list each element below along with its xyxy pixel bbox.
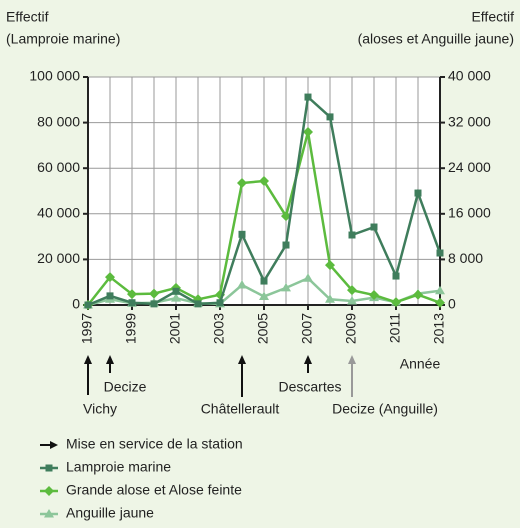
data-point [150,300,158,308]
y2-tick-label: 32 000 [448,113,491,129]
y-tick-label: 80 000 [37,113,80,129]
y2-tick-label: 8 000 [448,250,483,266]
data-point [149,288,159,299]
legend-label: Lamproie marine [66,459,171,475]
y2-tick-label: 16 000 [448,205,491,221]
annotation-label: Decize (Anguille) [332,401,438,417]
data-point [369,290,379,301]
y-tick-label: 40 000 [37,205,80,221]
data-point [259,176,269,187]
data-point [303,273,313,282]
y2-axis-title: Effectif [471,9,514,25]
data-point [347,285,357,296]
annotation-label: Châtellerault [201,401,280,417]
arrow-head [84,355,92,364]
data-point [325,260,335,271]
data-point [237,178,247,189]
x-tick-label: 2003 [211,313,227,344]
data-point [172,287,180,295]
legend-label: Mise en service de la station [66,436,243,452]
data-point [435,297,445,308]
data-point [259,291,269,300]
y-tick-label: 100 000 [29,68,80,84]
x-tick-label: 1997 [79,313,95,344]
data-point [303,127,313,138]
data-point [347,296,357,305]
data-point [237,280,247,289]
arrow-head [348,355,356,364]
data-point [260,277,268,285]
data-point [392,272,400,280]
annotation-label: Decize [104,379,147,395]
data-point [282,241,290,249]
y-tick-label: 60 000 [37,159,80,175]
data-point [326,113,334,121]
legend-marker [45,464,53,472]
data-point [304,93,312,101]
x-tick-label: 2007 [299,313,315,344]
x-tick-label: 2013 [431,313,447,344]
data-point [370,223,378,231]
legend-label: Anguille jaune [66,505,154,521]
x-axis-title: Année [400,356,441,372]
data-point [281,211,291,222]
data-point [105,272,115,283]
y-axis-title: (Lamproie marine) [6,31,120,47]
arrow-head [50,441,58,449]
y-tick-label: 0 [72,296,80,312]
data-point [84,301,92,309]
data-point [413,289,423,300]
arrow-head [238,355,246,364]
arrow-head [304,355,312,364]
y2-tick-label: 24 000 [448,159,491,175]
legend-label: Grande alose et Alose feinte [66,482,242,498]
data-point [171,293,181,302]
y2-tick-label: 40 000 [448,68,491,84]
x-tick-label: 2001 [167,313,183,344]
y2-axis-title: (aloses et Anguille jaune) [358,31,514,47]
data-point [238,230,246,238]
data-point [435,285,445,295]
data-point [348,231,356,239]
data-point [414,189,422,197]
x-tick-label: 2011 [387,313,403,343]
annotation-label: Descartes [278,379,341,395]
x-tick-label: 1999 [123,313,139,344]
x-tick-label: 2005 [255,313,271,344]
arrow-head [106,355,114,364]
data-point [391,297,401,308]
data-point [325,294,335,303]
y-tick-label: 20 000 [37,250,80,266]
legend-marker [44,486,54,496]
x-tick-label: 2009 [343,313,359,344]
annotation-label: Vichy [83,401,117,417]
data-point [281,282,291,292]
data-point [216,299,224,307]
data-point [436,249,444,257]
data-point [194,300,202,308]
y2-tick-label: 0 [448,296,456,312]
legend-marker [44,509,54,518]
data-point [127,289,137,300]
data-point [128,299,136,307]
y-axis-title: Effectif [6,9,49,25]
data-point [106,292,114,300]
